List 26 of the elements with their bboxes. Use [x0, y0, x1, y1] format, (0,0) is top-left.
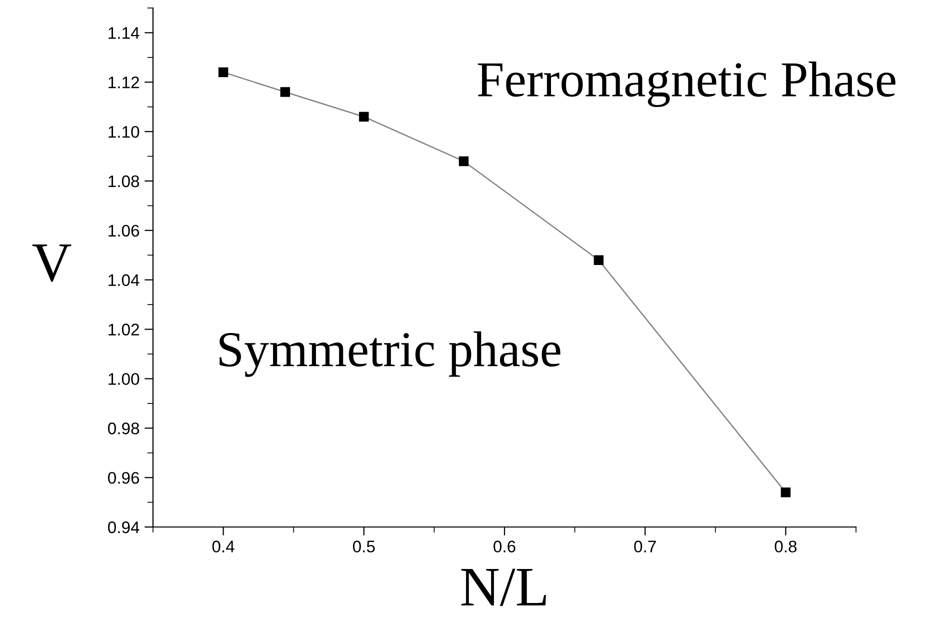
- y-tick-label: 0.96: [108, 472, 140, 484]
- point: [359, 112, 369, 122]
- annotation: Symmetric phase: [220, 331, 560, 377]
- point: [280, 87, 290, 97]
- x-axis-title: N/L: [461, 568, 546, 606]
- y-tick-label: 1.10: [108, 126, 140, 138]
- y-tick-label: 1.06: [108, 224, 140, 237]
- y-tick-label: 1.02: [108, 324, 139, 336]
- y-tick-label: 1.08: [108, 175, 140, 188]
- point: [218, 67, 228, 78]
- y-tick-label: 0.94: [108, 521, 140, 534]
- x-tick-label: 0.7: [634, 540, 656, 552]
- x-tick-label: 0.5: [352, 540, 375, 552]
- point: [594, 255, 604, 265]
- point: [458, 156, 469, 166]
- y-axis-title: V: [32, 244, 72, 282]
- annotation: Ferromagnetic Phase: [478, 62, 896, 108]
- y-tick-label: 0.98: [108, 422, 140, 434]
- y-tick-label: 1.04: [108, 274, 140, 286]
- x-tick-label: 0.4: [212, 540, 234, 552]
- x-tick-label: 0.6: [494, 540, 516, 552]
- y-tick-label: 1.14: [108, 27, 140, 39]
- point: [780, 488, 791, 498]
- y-tick-label: 1.12: [108, 76, 139, 88]
- x-tick-label: 0.8: [774, 540, 797, 552]
- y-tick-label: 1.00: [108, 373, 140, 385]
